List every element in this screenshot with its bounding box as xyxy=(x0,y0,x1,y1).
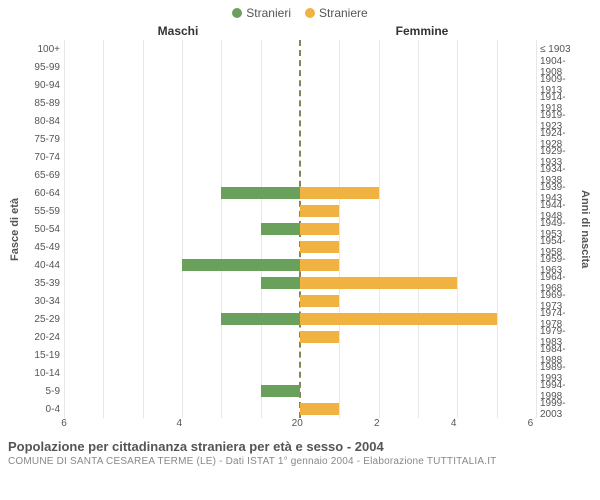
age-label: 5-9 xyxy=(22,382,64,400)
bar-female[interactable] xyxy=(300,205,339,218)
bar-row xyxy=(64,94,536,112)
bar-row xyxy=(64,40,536,58)
bar-male[interactable] xyxy=(221,187,300,200)
age-label: 85-89 xyxy=(22,94,64,112)
chart-subtitle: COMUNE DI SANTA CESAREA TERME (LE) - Dat… xyxy=(8,456,592,467)
bar-row xyxy=(64,184,536,202)
legend: Stranieri Straniere xyxy=(8,6,592,20)
bar-row xyxy=(64,148,536,166)
x-tick: 4 xyxy=(176,418,182,429)
birth-year-labels: ≤ 19031904-19081909-19131914-19181919-19… xyxy=(536,40,578,418)
age-label: 75-79 xyxy=(22,130,64,148)
chart: Fasce di età 100+95-9990-9485-8980-8475-… xyxy=(8,40,592,418)
age-label: 65-69 xyxy=(22,166,64,184)
bar-female[interactable] xyxy=(300,223,339,236)
bar-male[interactable] xyxy=(182,259,300,272)
age-label: 30-34 xyxy=(22,292,64,310)
x-tick: 6 xyxy=(61,418,67,429)
bar-row xyxy=(64,382,536,400)
legend-item-male[interactable]: Stranieri xyxy=(232,6,291,20)
legend-label-male: Stranieri xyxy=(246,6,291,20)
age-label: 40-44 xyxy=(22,256,64,274)
title-female: Femmine xyxy=(300,24,544,38)
bar-row xyxy=(64,256,536,274)
bar-female[interactable] xyxy=(300,313,497,326)
x-tick: 6 xyxy=(528,418,534,429)
bar-row xyxy=(64,112,536,130)
age-label: 60-64 xyxy=(22,184,64,202)
bar-male[interactable] xyxy=(261,277,300,290)
bar-row xyxy=(64,166,536,184)
age-label: 20-24 xyxy=(22,328,64,346)
bar-row xyxy=(64,76,536,94)
age-labels: 100+95-9990-9485-8980-8475-7970-7465-696… xyxy=(22,40,64,418)
age-label: 80-84 xyxy=(22,112,64,130)
age-label: 25-29 xyxy=(22,310,64,328)
bar-row xyxy=(64,274,536,292)
x-tick: 0 xyxy=(297,418,303,429)
age-label: 0-4 xyxy=(22,400,64,418)
legend-item-female[interactable]: Straniere xyxy=(305,6,368,20)
bar-male[interactable] xyxy=(261,385,300,398)
age-label: 70-74 xyxy=(22,148,64,166)
bar-row xyxy=(64,238,536,256)
bar-row xyxy=(64,346,536,364)
x-tick: 2 xyxy=(374,418,380,429)
bar-female[interactable] xyxy=(300,277,457,290)
legend-label-female: Straniere xyxy=(319,6,368,20)
bar-row xyxy=(64,220,536,238)
bar-male[interactable] xyxy=(221,313,300,326)
age-label: 50-54 xyxy=(22,220,64,238)
age-label: 95-99 xyxy=(22,58,64,76)
bar-female[interactable] xyxy=(300,295,339,308)
age-label: 45-49 xyxy=(22,238,64,256)
bar-row xyxy=(64,130,536,148)
title-male: Maschi xyxy=(56,24,300,38)
side-titles: Maschi Femmine xyxy=(56,24,544,38)
plot-area xyxy=(64,40,536,418)
bar-female[interactable] xyxy=(300,241,339,254)
yaxis-label-left: Fasce di età xyxy=(8,40,22,418)
bar-row xyxy=(64,310,536,328)
age-label: 35-39 xyxy=(22,274,64,292)
bar-row xyxy=(64,364,536,382)
age-label: 55-59 xyxy=(22,202,64,220)
x-tick: 4 xyxy=(451,418,457,429)
bar-row xyxy=(64,202,536,220)
bar-row xyxy=(64,328,536,346)
age-label: 100+ xyxy=(22,40,64,58)
x-axis: 6420 0246 xyxy=(64,418,536,429)
bar-row xyxy=(64,292,536,310)
legend-dot-male xyxy=(232,8,242,18)
bar-female[interactable] xyxy=(300,331,339,344)
age-label: 10-14 xyxy=(22,364,64,382)
age-label: 90-94 xyxy=(22,76,64,94)
chart-title: Popolazione per cittadinanza straniera p… xyxy=(8,439,592,454)
age-label: 15-19 xyxy=(22,346,64,364)
bar-row xyxy=(64,400,536,418)
birth-label: 1999-2003 xyxy=(536,400,578,418)
yaxis-label-right: Anni di nascita xyxy=(578,40,592,418)
bar-female[interactable] xyxy=(300,187,379,200)
bar-male[interactable] xyxy=(261,223,300,236)
legend-dot-female xyxy=(305,8,315,18)
bar-female[interactable] xyxy=(300,403,339,416)
bar-female[interactable] xyxy=(300,259,339,272)
bar-row xyxy=(64,58,536,76)
